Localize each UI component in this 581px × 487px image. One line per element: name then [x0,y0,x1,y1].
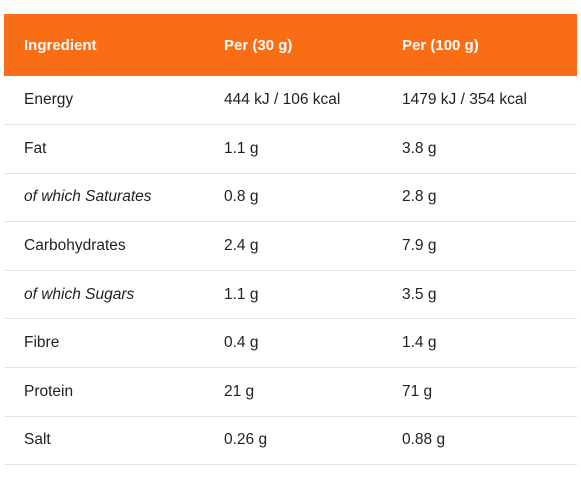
table-body: Energy 444 kJ / 106 kcal 1479 kJ / 354 k… [4,76,577,465]
header-row: Ingredient Per (30 g) Per (100 g) [4,14,577,76]
per-100g-cell: 3.5 g [402,285,437,303]
ingredient-cell: of which Saturates [24,188,152,206]
table-row: Fibre 0.4 g 1.4 g [4,319,577,368]
table-row: Protein 21 g 71 g [4,368,577,417]
header-ingredient: Ingredient [24,36,97,54]
ingredient-cell: of which Sugars [24,285,135,303]
ingredient-cell: Carbohydrates [24,237,126,255]
per-100g-cell: 2.8 g [402,188,437,206]
per-30g-cell: 0.8 g [224,188,259,206]
per-30g-cell: 21 g [224,382,255,400]
per-100g-cell: 1479 kJ / 354 kcal [402,91,527,109]
table-row: Energy 444 kJ / 106 kcal 1479 kJ / 354 k… [4,76,577,125]
ingredient-cell: Salt [24,431,51,449]
ingredient-cell: Protein [24,382,74,400]
nutrition-table-container: Ingredient Per (30 g) Per (100 g) Energy… [4,14,577,465]
ingredient-cell: Fat [24,139,47,157]
ingredient-cell: Energy [24,91,74,109]
per-30g-cell: 0.4 g [224,334,259,352]
table-header: Ingredient Per (30 g) Per (100 g) [4,14,577,76]
table-row: Salt 0.26 g 0.88 g [4,416,577,465]
per-30g-cell: 0.26 g [224,431,268,449]
per-100g-cell: 3.8 g [402,139,437,157]
ingredient-cell: Fibre [24,334,60,352]
per-30g-cell: 444 kJ / 106 kcal [224,91,341,109]
header-per-100g: Per (100 g) [402,36,479,54]
table-row: Carbohydrates 2.4 g 7.9 g [4,222,577,271]
per-30g-cell: 1.1 g [224,139,259,157]
table-row: of which Sugars 1.1 g 3.5 g [4,270,577,319]
per-100g-cell: 0.88 g [402,431,446,449]
per-30g-cell: 2.4 g [224,237,259,255]
per-30g-cell: 1.1 g [224,285,259,303]
header-per-30g: Per (30 g) [224,36,293,54]
nutrition-table: Ingredient Per (30 g) Per (100 g) Energy… [4,14,577,465]
table-row: Fat 1.1 g 3.8 g [4,125,577,174]
per-100g-cell: 7.9 g [402,237,437,255]
per-100g-cell: 1.4 g [402,334,437,352]
table-row: of which Saturates 0.8 g 2.8 g [4,173,577,222]
per-100g-cell: 71 g [402,382,433,400]
